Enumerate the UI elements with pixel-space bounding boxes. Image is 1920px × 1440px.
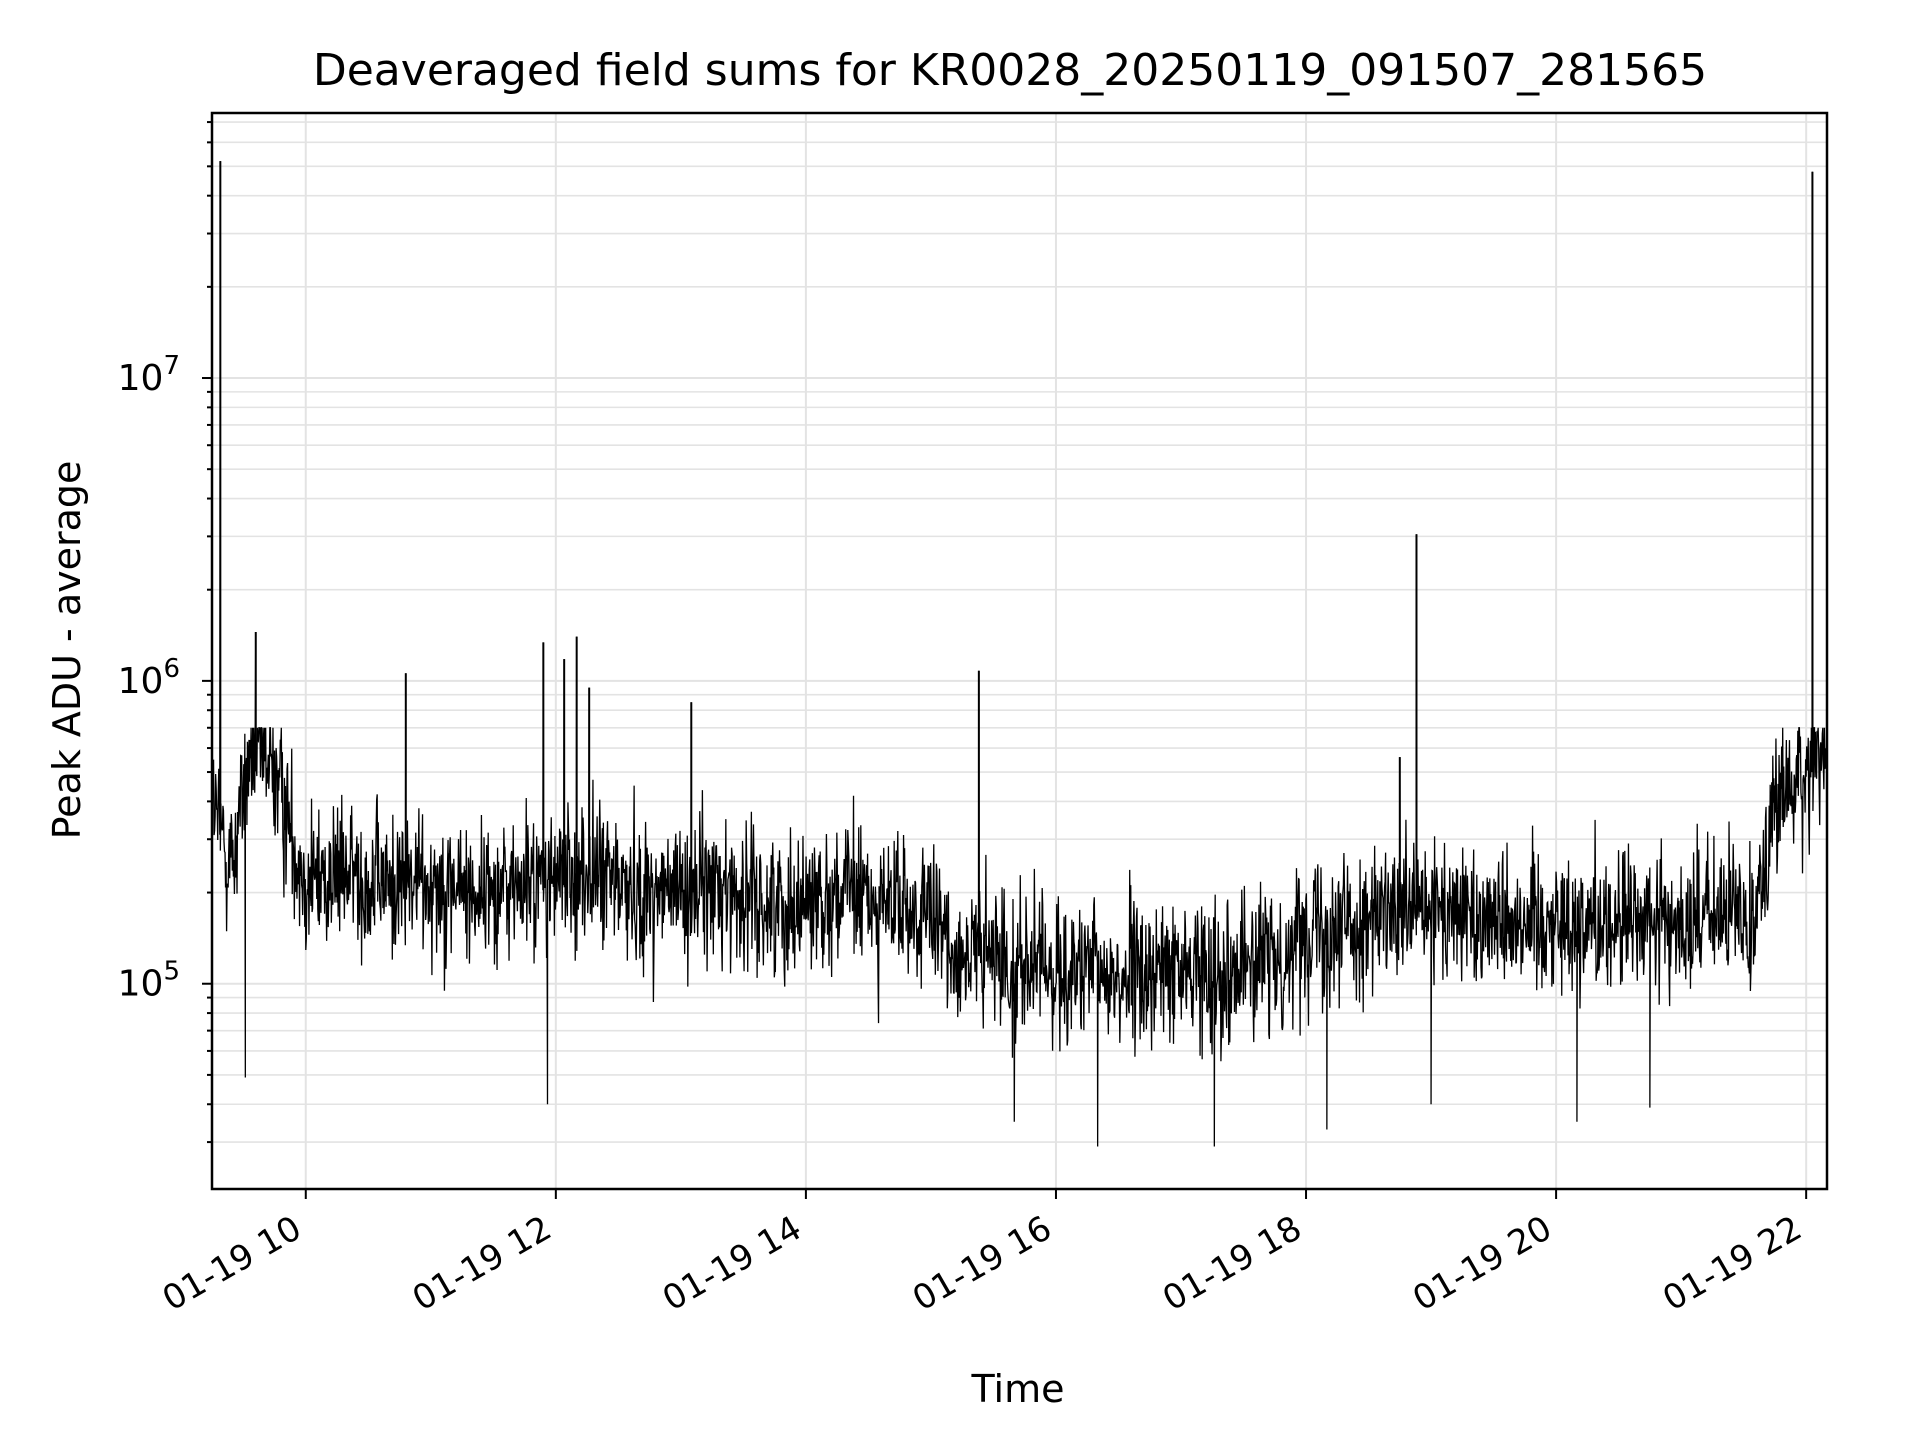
y-tick-base: 10 <box>118 964 164 1005</box>
data-series <box>211 161 1828 1147</box>
y-tick-exponent: 5 <box>163 957 180 987</box>
y-tick-label: 105 <box>118 957 180 1005</box>
y-tick-exponent: 6 <box>163 654 180 684</box>
plot-frame <box>210 111 1829 1191</box>
y-tick-exponent: 7 <box>163 351 180 381</box>
y-tick-label: 106 <box>118 654 180 702</box>
x-axis-title: Time <box>971 1367 1065 1411</box>
data-line <box>211 161 1828 1147</box>
chart-title: Deaveraged field sums for KR0028_2025011… <box>313 45 1707 96</box>
y-tick-label: 107 <box>118 351 180 399</box>
y-axis-title: Peak ADU - average <box>45 461 89 840</box>
y-tick-base: 10 <box>118 358 164 399</box>
y-tick-base: 10 <box>118 661 164 702</box>
